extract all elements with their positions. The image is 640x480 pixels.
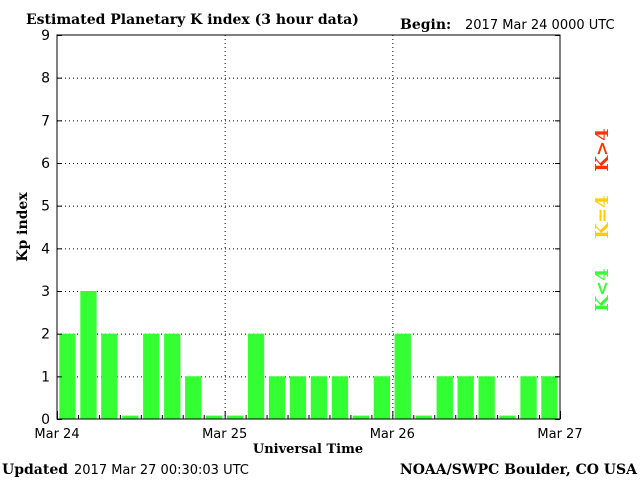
y-tick-label: 1	[41, 369, 50, 385]
kp-bar	[59, 333, 76, 419]
legend-high: K>4	[592, 128, 613, 171]
x-tick-label: Mar 25	[202, 427, 247, 442]
kp-bar	[164, 333, 181, 419]
kp-bar	[80, 291, 97, 419]
legend-low: K<4	[592, 268, 613, 311]
x-axis-ticks: Mar 24 Mar 25 Mar 26 Mar 27	[34, 411, 583, 442]
y-tick-label: 7	[41, 113, 50, 129]
footer-updated-value: 2017 Mar 27 00:30:03 UTC	[74, 463, 249, 478]
kp-bar	[436, 376, 453, 419]
kp-bar	[352, 415, 369, 419]
legend-mid: K=4	[592, 195, 613, 238]
kp-bar	[122, 415, 139, 419]
begin-label: Begin:	[400, 17, 451, 33]
kp-bar	[268, 376, 286, 419]
y-tick-label: 8	[41, 71, 50, 87]
kp-bar	[541, 376, 558, 419]
kp-bar	[415, 415, 432, 419]
kp-bar	[373, 376, 390, 419]
kp-bar	[331, 376, 349, 419]
plot-frame	[56, 34, 561, 420]
y-axis-ticks: 0 1 2 3 4 5 6 7 8 9	[41, 28, 560, 428]
y-tick-label: 9	[41, 28, 50, 44]
kp-bar	[310, 376, 328, 419]
y-tick-label: 4	[41, 241, 50, 257]
begin-value: 2017 Mar 24 0000 UTC	[465, 18, 615, 33]
chart-title: Estimated Planetary K index (3 hour data…	[26, 12, 359, 28]
x-tick-label: Mar 24	[34, 427, 79, 442]
kp-bar	[227, 415, 244, 419]
kp-bar	[185, 376, 202, 419]
kp-bar	[101, 333, 118, 419]
y-tick-label: 5	[41, 199, 50, 215]
kp-bar	[520, 376, 537, 419]
y-tick-label: 3	[41, 284, 50, 300]
kp-bar	[289, 376, 307, 419]
y-tick-label: 0	[41, 412, 50, 428]
x-tick-label: Mar 27	[537, 427, 582, 442]
footer-source: NOAA/SWPC Boulder, CO USA	[400, 462, 638, 478]
kp-bar	[247, 333, 265, 419]
footer-updated-label: Updated	[2, 462, 68, 478]
kp-bar	[206, 415, 223, 419]
kp-bar	[457, 376, 474, 419]
x-axis-label: Universal Time	[253, 442, 363, 457]
y-tick-label: 2	[41, 327, 50, 343]
kp-bar	[499, 415, 516, 419]
y-tick-label: 6	[41, 156, 50, 172]
bars	[59, 291, 558, 419]
kp-bar	[143, 333, 160, 419]
x-tick-label: Mar 26	[370, 427, 415, 442]
kp-bar	[394, 333, 411, 419]
y-axis-label: Kp index	[15, 192, 31, 262]
kp-bar	[478, 376, 495, 419]
grid-lines	[57, 35, 560, 419]
